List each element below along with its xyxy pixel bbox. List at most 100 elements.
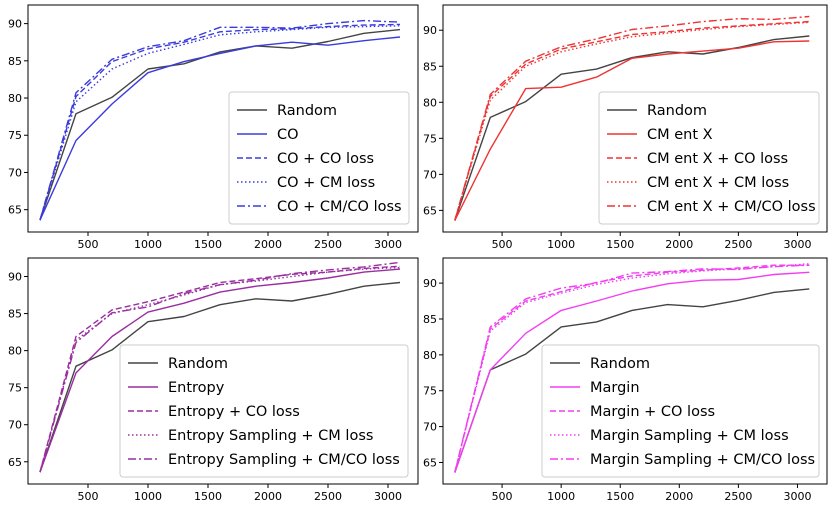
legend-box	[598, 91, 820, 225]
chart-panel-4: 500 1000 1500 2000 2500 3000 65 70 75 80 85 90 Rando…	[423, 257, 828, 503]
series-line	[39, 28, 401, 221]
y-tick-label: 85	[8, 55, 22, 68]
legend: Random Entropy Entropy + CO loss Entropy Sa…	[119, 344, 409, 478]
legend-label: CO + CM/CO loss	[277, 199, 402, 215]
legend-box	[228, 91, 410, 225]
x-tick-label: 1500	[194, 238, 222, 251]
x-tick-label: 500	[492, 490, 513, 503]
legend-label: Random	[647, 103, 707, 119]
y-tick-label: 70	[8, 419, 22, 432]
y-tick-label: 80	[423, 349, 437, 362]
y-tick-label: 85	[423, 313, 437, 326]
series-line	[39, 265, 401, 473]
y-tick-label: 90	[8, 18, 22, 31]
legend-label: Margin Sampling + CM/CO loss	[590, 452, 815, 468]
y-tick-label: 85	[8, 308, 22, 321]
y-tick-label: 80	[8, 345, 22, 358]
legend-label: CO + CM loss	[277, 175, 375, 191]
y-tick-label: 70	[423, 421, 437, 434]
x-tick-label: 2500	[724, 490, 752, 503]
y-tick-label: 65	[8, 456, 22, 469]
legend-label: Margin	[590, 380, 640, 396]
x-tick-label: 1000	[134, 238, 162, 251]
legend-label: CO + CO loss	[277, 151, 374, 167]
x-tick-label: 3000	[783, 238, 811, 251]
series-line	[39, 281, 401, 473]
y-tick-label: 75	[8, 129, 22, 142]
x-tick-label: 500	[78, 490, 99, 503]
series-line	[454, 20, 810, 221]
y-tick-label: 70	[423, 168, 437, 181]
x-tick-label: 2500	[314, 490, 342, 503]
x-tick-label: 2000	[665, 238, 693, 251]
series-line	[39, 19, 401, 221]
chart-panel-1: 500 1000 1500 2000 2500 3000 65 70 75 80 85 90 Rando…	[8, 4, 419, 251]
legend: Random CO CO + CO loss CO + CM loss CO + CM/…	[228, 91, 410, 225]
series-line	[39, 261, 401, 473]
x-tick-label: 1000	[547, 490, 575, 503]
legend-label: Random	[590, 356, 650, 372]
y-tick-label: 80	[8, 92, 22, 105]
x-tick-label: 2000	[665, 490, 693, 503]
chart-panel-2: 500 1000 1500 2000 2500 3000 65 70 75 80 85 90 Rando…	[423, 4, 828, 251]
legend-box	[119, 344, 409, 478]
legend-label: CM ent X + CO loss	[647, 151, 788, 167]
series-line	[454, 15, 810, 221]
x-tick-label: 2000	[254, 490, 282, 503]
legend: Random CM ent X CM ent X + CO loss CM ent X…	[598, 91, 820, 225]
x-tick-label: 2500	[314, 238, 342, 251]
legend-box	[541, 344, 820, 478]
legend-label: Margin + CO loss	[590, 404, 715, 420]
y-tick-label: 75	[8, 382, 22, 395]
legend-label: CM ent X	[647, 127, 713, 143]
legend-label: Entropy + CO loss	[168, 404, 300, 420]
series-line	[454, 288, 810, 473]
x-tick-label: 3000	[374, 238, 402, 251]
y-tick-label: 90	[423, 24, 437, 37]
x-tick-label: 1000	[134, 490, 162, 503]
x-tick-label: 500	[78, 238, 99, 251]
legend-label: Entropy Sampling + CM/CO loss	[168, 452, 400, 468]
series-line	[454, 264, 810, 473]
x-tick-label: 3000	[783, 490, 811, 503]
y-tick-label: 90	[423, 277, 437, 290]
legend-label: CM ent X + CM loss	[647, 175, 789, 191]
x-tick-label: 1500	[606, 490, 634, 503]
series-line	[454, 264, 810, 473]
legend: Random Margin Margin + CO loss Margin Sampl…	[541, 344, 820, 478]
series-line	[454, 40, 810, 221]
series-line	[39, 268, 401, 473]
y-tick-label: 85	[423, 60, 437, 73]
y-tick-label: 65	[423, 204, 437, 217]
x-tick-label: 1500	[606, 238, 634, 251]
series-line	[39, 36, 401, 221]
y-tick-label: 70	[8, 166, 22, 179]
x-tick-label: 2500	[724, 238, 752, 251]
series-line	[39, 25, 401, 221]
legend-label: CM ent X + CM/CO loss	[647, 199, 816, 215]
y-tick-label: 80	[423, 96, 437, 109]
chart-panel-3: 500 1000 1500 2000 2500 3000 65 70 75 80 85 90 Rando…	[8, 257, 419, 503]
x-tick-label: 3000	[374, 490, 402, 503]
y-tick-label: 65	[8, 204, 22, 217]
series-line	[39, 23, 401, 221]
series-line	[454, 271, 810, 473]
x-tick-label: 2000	[254, 238, 282, 251]
series-line	[454, 263, 810, 473]
legend-label: Entropy Sampling + CM loss	[168, 428, 373, 444]
series-line	[454, 21, 810, 221]
y-tick-label: 75	[423, 132, 437, 145]
legend-label: Margin Sampling + CM loss	[590, 428, 789, 444]
legend-label: Random	[277, 103, 337, 119]
legend-label: Random	[168, 356, 228, 372]
x-tick-label: 1500	[194, 490, 222, 503]
legend-label: Entropy	[168, 380, 225, 396]
y-tick-label: 75	[423, 385, 437, 398]
legend-label: CO	[277, 127, 299, 143]
y-tick-label: 90	[8, 271, 22, 284]
x-tick-label: 500	[492, 238, 513, 251]
x-tick-label: 1000	[547, 238, 575, 251]
y-tick-label: 65	[423, 456, 437, 469]
